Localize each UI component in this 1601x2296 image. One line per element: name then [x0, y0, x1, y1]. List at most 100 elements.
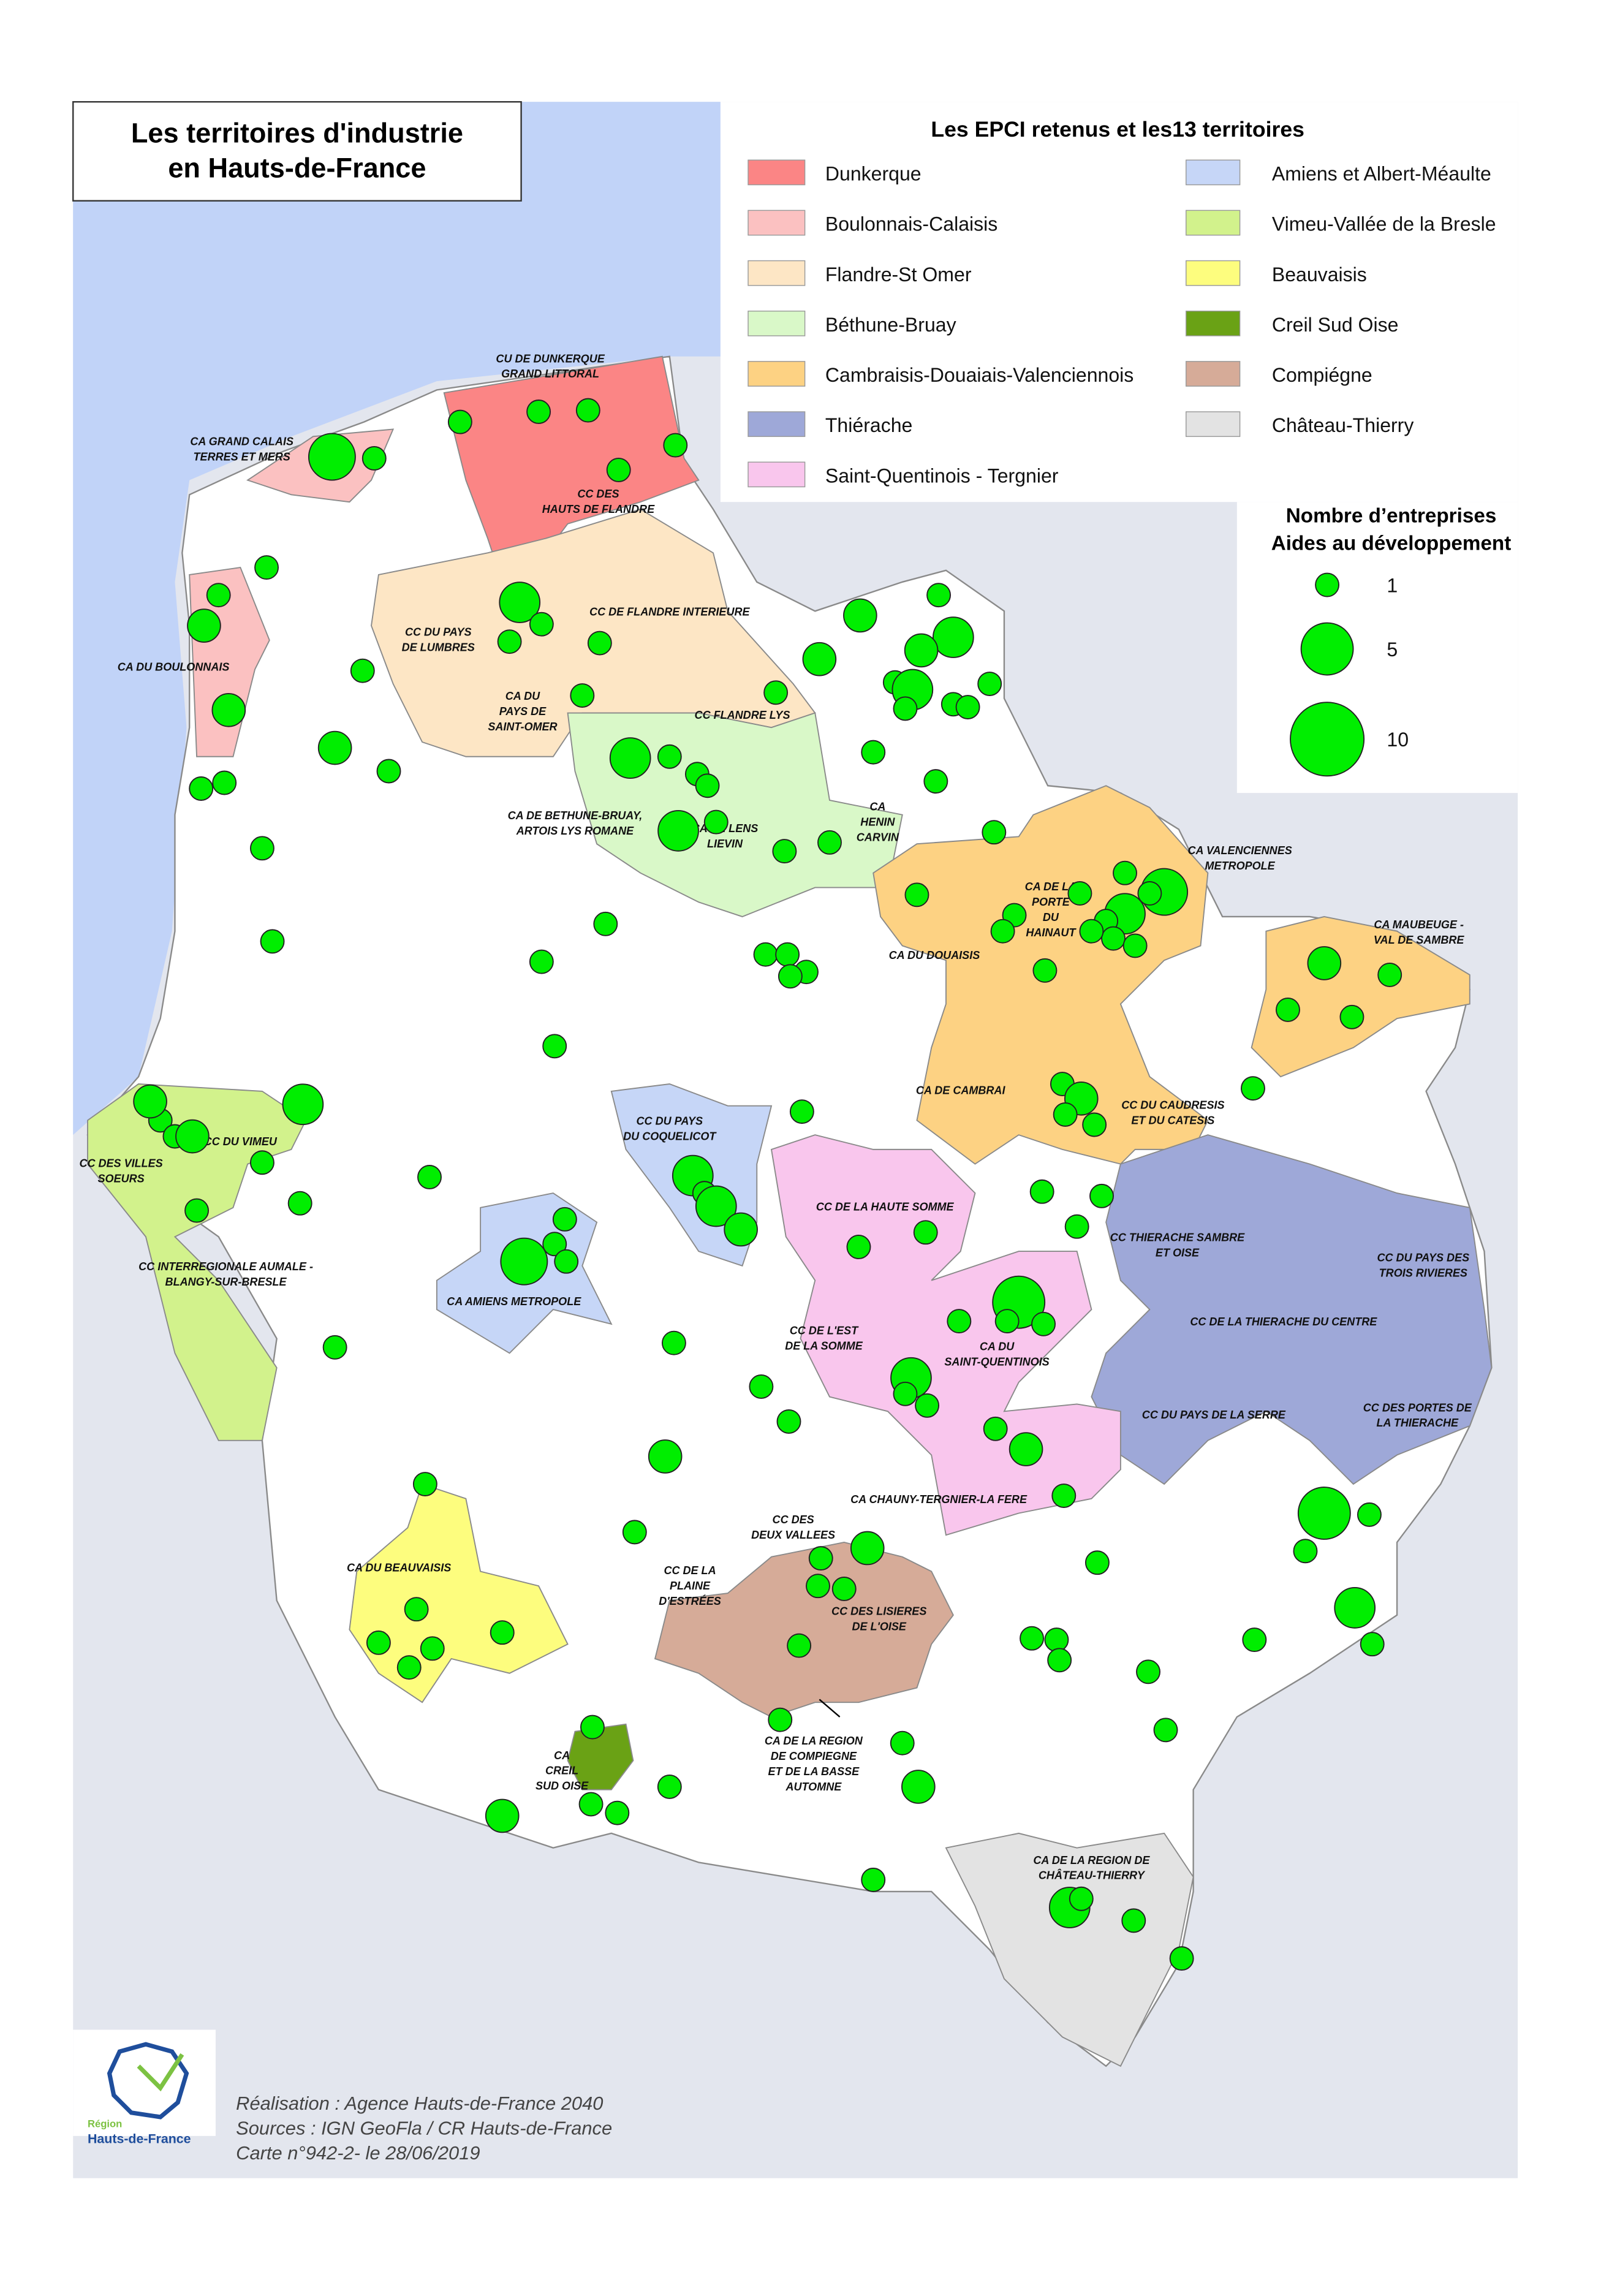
legend-label: Beauvaisis [1272, 263, 1367, 286]
enterprise-point [1137, 881, 1162, 906]
enterprise-point [133, 1084, 167, 1119]
legend-swatch [748, 260, 806, 286]
enterprise-point [529, 612, 554, 637]
credit: Sources : IGN GeoFla / CR Hauts-de-Franc… [236, 2117, 612, 2139]
epci-label: ET DE LA BASSE [768, 1765, 860, 1778]
enterprise-point [542, 1232, 567, 1257]
enterprise-point [831, 1577, 857, 1601]
epci-label: SAINT-QUENTINOIS [944, 1355, 1049, 1368]
epci-label: CA DE LA REGION [765, 1735, 863, 1747]
enterprise-point [211, 692, 246, 727]
epci-label: CA CHAUNY-TERGNIER-LA FERE [850, 1493, 1028, 1506]
enterprise-point [1377, 962, 1402, 987]
enterprise-point [1032, 958, 1058, 983]
legend-label: Compiégne [1272, 364, 1372, 386]
enterprise-point [1069, 1886, 1094, 1911]
enterprise-point [1136, 1659, 1160, 1684]
enterprise-point [529, 949, 554, 974]
size-legend-title: Aides au développement [1271, 532, 1512, 555]
enterprise-point [904, 633, 939, 668]
enterprise-point [396, 1655, 422, 1680]
epci-label: CC DU PAYS DES [1377, 1252, 1469, 1264]
enterprise-point [287, 1191, 312, 1216]
territory [443, 355, 700, 583]
epci-label: AUTOMNE [785, 1781, 842, 1793]
enterprise-point [990, 919, 1015, 944]
legend-swatch [748, 411, 806, 438]
epci-label: CREIL [545, 1765, 578, 1777]
territory [945, 1832, 1194, 2067]
territory [654, 1542, 954, 1718]
epci-label: CA DE LA [1025, 881, 1077, 893]
epci-label: TERRES ET MERS [194, 451, 290, 463]
epci-label: METROPOLE [1205, 860, 1276, 872]
enterprise-point [661, 1330, 686, 1355]
enterprise-point [1101, 926, 1126, 951]
enterprise-point [361, 446, 387, 471]
enterprise-point [890, 1730, 915, 1756]
size-legend-label: 1 [1387, 574, 1398, 596]
enterprise-point [542, 1034, 567, 1059]
epci-label: CC DES LISIERES [831, 1605, 926, 1618]
enterprise-point [749, 1374, 774, 1399]
epci-label: CC DE L'EST [790, 1324, 859, 1336]
epci-label: HENIN [860, 816, 895, 828]
size-legend-label: 5 [1387, 638, 1398, 661]
enterprise-point [404, 1597, 429, 1622]
enterprise-point [843, 598, 877, 633]
enterprise-point [578, 1792, 604, 1817]
enterprise-point [657, 744, 682, 769]
enterprise-point [322, 1335, 347, 1360]
legend-swatch [748, 310, 806, 336]
epci-label: DE L'OISE [852, 1621, 906, 1633]
enterprise-point [901, 1770, 936, 1804]
enterprise-point [490, 1620, 515, 1645]
enterprise-point [412, 1472, 437, 1496]
enterprise-point [526, 400, 551, 424]
epci-label: CA [554, 1749, 570, 1762]
enterprise-point [1153, 1718, 1178, 1743]
epci-label: ET OISE [1156, 1246, 1200, 1259]
enterprise-point [1293, 1539, 1318, 1564]
size-legend-circle [1290, 702, 1365, 777]
territory [567, 1723, 634, 1790]
logo-check [137, 2053, 184, 2092]
legend-swatch [1186, 411, 1241, 438]
epci-label: HAINAUT [1026, 926, 1077, 939]
legend-swatch [748, 210, 806, 236]
enterprise-point [366, 1630, 391, 1655]
enterprise-point [947, 1309, 972, 1334]
enterprise-point [663, 433, 688, 458]
enterprise-point [1047, 1648, 1072, 1673]
enterprise-point [1079, 919, 1104, 944]
logo-shape [107, 2042, 189, 2120]
enterprise-point [497, 629, 522, 654]
enterprise-point [282, 1083, 324, 1126]
legend-swatch [748, 159, 806, 186]
epci-label: CARVIN [857, 831, 899, 843]
epci-label: CC DES [577, 488, 619, 500]
enterprise-point [417, 1165, 442, 1189]
enterprise-point [806, 1574, 830, 1599]
epci-label: CA AMIENS METROPOLE [447, 1295, 581, 1308]
enterprise-point [254, 555, 279, 580]
epci-label: DU COQUELICOT [623, 1130, 717, 1142]
epci-label: CHÂTEAU-THIERRY [1039, 1869, 1146, 1882]
enterprise-point [580, 1714, 605, 1740]
enterprise-point [1064, 1214, 1089, 1239]
epci-label: CC DU PAYS [637, 1115, 703, 1127]
enterprise-point [1082, 1112, 1107, 1137]
legend-label: Château-Thierry [1272, 414, 1414, 436]
epci-label: CC DE LA [664, 1564, 716, 1577]
epci-label: SOEURS [98, 1172, 145, 1184]
epci-label: CC DU PAYS DE LA SERRE [1142, 1409, 1286, 1421]
epci-label: CC THIERACHE SAMBRE [1110, 1231, 1245, 1243]
epci-label: CC DES PORTES DE [1363, 1401, 1472, 1414]
logo-text: Hauts-de-France [88, 2132, 191, 2146]
leader-line [819, 1699, 841, 1718]
enterprise-point [189, 776, 214, 801]
epci-label: CA DU [980, 1341, 1015, 1353]
enterprise-point [350, 658, 375, 683]
enterprise-point [485, 1798, 520, 1833]
